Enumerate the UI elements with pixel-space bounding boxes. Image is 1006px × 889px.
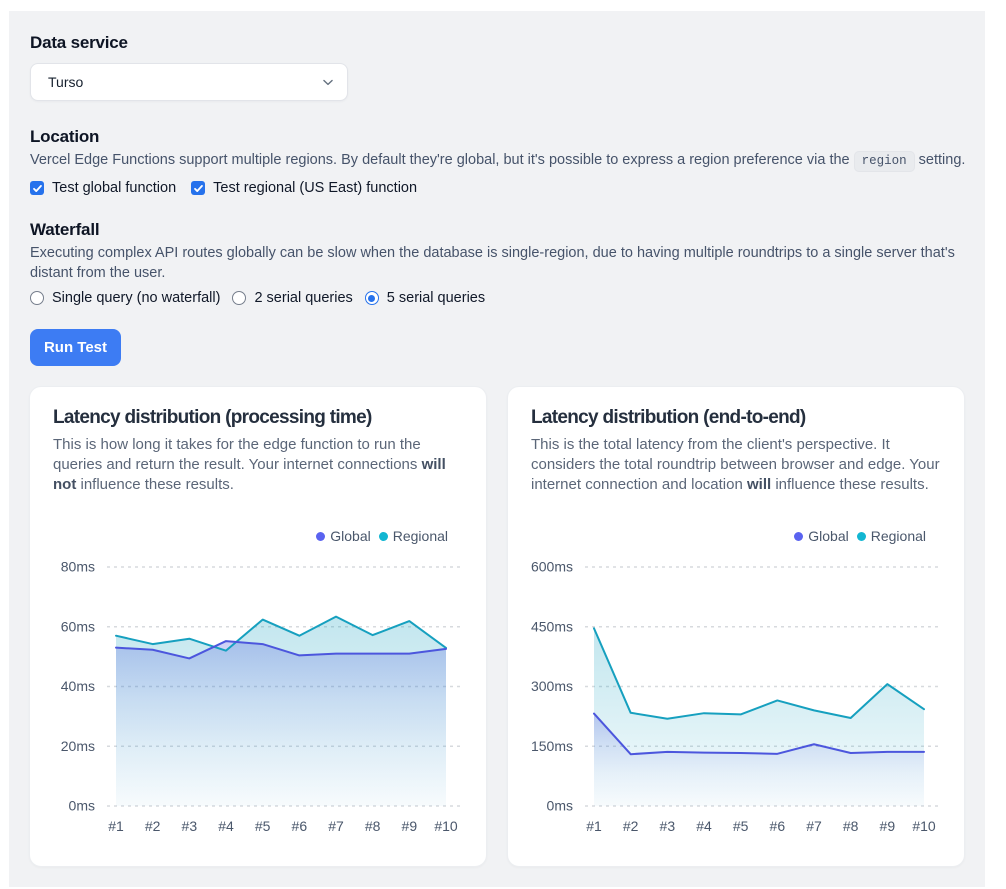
svg-text:300ms: 300ms — [531, 678, 573, 694]
svg-text:#9: #9 — [402, 818, 418, 834]
global-dot-icon — [794, 531, 804, 541]
checkbox-test-regional-function[interactable]: Test regional (US East) function — [191, 180, 417, 196]
chart-title: Latency distribution (end-to-end) — [531, 407, 806, 428]
radio-label: Single query (no waterfall) — [52, 290, 221, 306]
card-end-to-end: Latency distribution (end-to-end) This i… — [507, 386, 965, 867]
chart-description: This is the total latency from the clien… — [531, 436, 940, 493]
svg-text:0ms: 0ms — [69, 798, 95, 814]
checkbox-icon — [191, 181, 206, 195]
radio-5-serial-queries[interactable]: 5 serial queries — [364, 290, 486, 306]
legend-label: Regional — [392, 528, 448, 544]
svg-text:#1: #1 — [108, 818, 124, 834]
svg-text:#2: #2 — [623, 818, 639, 834]
waterfall-radio-row: Single query (no waterfall) 2 serial que… — [30, 290, 965, 306]
svg-text:#7: #7 — [328, 818, 344, 834]
svg-text:#3: #3 — [660, 818, 676, 834]
legend-label: Global — [330, 528, 371, 544]
svg-text:#2: #2 — [145, 818, 161, 834]
waterfall-description: Executing complex API routes globally ca… — [30, 245, 955, 281]
svg-text:#10: #10 — [434, 818, 458, 834]
radio-2-serial-queries[interactable]: 2 serial queries — [232, 290, 353, 306]
run-test-button[interactable]: Run Test — [30, 329, 121, 366]
legend-label: Global — [808, 528, 849, 544]
latency-processing-chart: 0ms 20ms 40ms 60ms 80ms #1 #2 #3 #4 #5 #6 #7 #8 #9 #10 — [61, 559, 461, 834]
latency-end-to-end-chart: 0ms 150ms 300ms 450ms 600ms #1 #2 #3 #4 #5 #6 #7 #8 #… — [531, 559, 939, 834]
chart-legend: Global Regional — [53, 528, 463, 544]
svg-text:600ms: 600ms — [531, 559, 573, 575]
checkbox-test-global-function[interactable]: Test global function — [30, 180, 176, 196]
location-description: Vercel Edge Functions support multiple r… — [30, 150, 965, 172]
svg-text:#5: #5 — [733, 818, 749, 834]
data-service-heading: Data service — [30, 33, 128, 52]
location-heading: Location — [30, 127, 100, 146]
svg-text:80ms: 80ms — [61, 559, 95, 575]
waterfall-heading: Waterfall — [30, 220, 100, 239]
card-processing-time: Latency distribution (processing time) T… — [29, 386, 487, 867]
radio-label: 2 serial queries — [254, 290, 353, 306]
legend-item-regional: Regional — [378, 528, 448, 544]
checkbox-icon — [30, 181, 44, 195]
legend-item-global: Global — [794, 528, 849, 544]
radio-single-query[interactable]: Single query (no waterfall) — [30, 290, 220, 306]
chart-legend: Global Regional — [531, 528, 941, 544]
legend-item-global: Global — [316, 528, 371, 544]
charts-row: Latency distribution (processing time) T… — [29, 386, 965, 867]
radio-label: 5 serial queries — [386, 290, 486, 306]
svg-text:#3: #3 — [182, 818, 198, 834]
settings-panel: Data service Turso Location Vercel Edge … — [9, 11, 985, 887]
svg-text:150ms: 150ms — [531, 738, 573, 754]
svg-text:#1: #1 — [586, 818, 602, 834]
svg-text:#8: #8 — [365, 818, 381, 834]
svg-text:0ms: 0ms — [547, 798, 573, 814]
checkbox-label: Test regional (US East) function — [213, 180, 418, 196]
chart-title: Latency distribution (processing time) — [53, 407, 372, 428]
radio-icon — [232, 291, 247, 305]
svg-text:#5: #5 — [255, 818, 271, 834]
radio-icon — [30, 291, 44, 305]
svg-text:#6: #6 — [770, 818, 786, 834]
svg-text:#4: #4 — [218, 818, 234, 834]
regional-dot-icon — [378, 531, 388, 541]
legend-label: Regional — [870, 528, 926, 544]
svg-text:#9: #9 — [880, 818, 896, 834]
svg-text:60ms: 60ms — [61, 618, 95, 634]
svg-text:#4: #4 — [696, 818, 712, 834]
chart-description: This is how long it takes for the edge f… — [53, 436, 446, 493]
global-dot-icon — [316, 531, 326, 541]
svg-text:#6: #6 — [292, 818, 308, 834]
regional-dot-icon — [856, 531, 866, 541]
svg-text:#8: #8 — [843, 818, 859, 834]
legend-item-regional: Regional — [856, 528, 926, 544]
data-service-select[interactable]: Turso — [30, 63, 348, 101]
location-checkbox-row: Test global function Test regional (US E… — [30, 180, 965, 196]
svg-text:#10: #10 — [912, 818, 936, 834]
data-service-selected-value: Turso — [48, 74, 84, 90]
checkbox-label: Test global function — [52, 180, 177, 196]
svg-text:450ms: 450ms — [531, 618, 573, 634]
svg-text:#7: #7 — [806, 818, 822, 834]
chevron-down-icon — [323, 79, 333, 86]
radio-selected-icon — [364, 291, 379, 305]
svg-text:40ms: 40ms — [61, 678, 95, 694]
svg-text:20ms: 20ms — [61, 738, 95, 754]
